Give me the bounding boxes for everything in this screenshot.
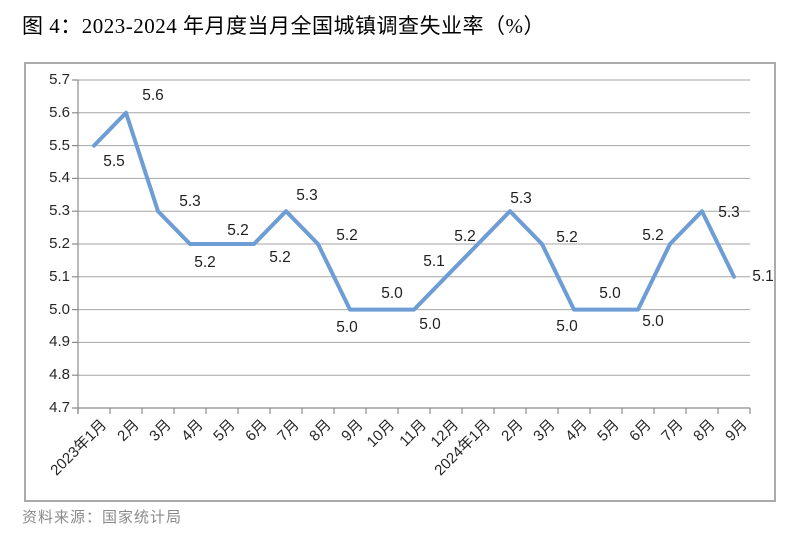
data-label: 5.3	[510, 190, 532, 208]
data-label: 5.1	[752, 267, 774, 285]
y-axis-label: 4.8	[49, 366, 70, 384]
data-label: 5.3	[718, 204, 740, 222]
y-axis-label: 4.7	[49, 399, 70, 416]
data-label: 5.0	[381, 284, 403, 302]
data-label: 5.2	[642, 227, 664, 244]
y-axis-label: 5.2	[49, 235, 70, 252]
data-label: 5.3	[179, 193, 201, 211]
data-label: 5.0	[336, 318, 358, 336]
data-label: 5.2	[454, 228, 476, 245]
y-axis-label: 5.4	[49, 169, 70, 187]
y-axis-label: 4.9	[49, 333, 70, 351]
chart-frame: 5.7 5.6 5.5 5.4 5.3 5.2 5.1 5.0 4.9 4.8 4.7 2023年1月…	[24, 62, 776, 502]
data-label: 5.3	[296, 187, 318, 205]
data-label: 5.2	[336, 227, 358, 244]
data-label: 5.2	[194, 254, 216, 271]
line-chart-plot	[72, 79, 751, 414]
data-label: 5.0	[599, 284, 621, 302]
data-label: 5.6	[142, 86, 164, 104]
data-label: 5.2	[227, 222, 249, 239]
data-label: 5.1	[423, 252, 445, 270]
series-line-unemployment-rate	[92, 110, 736, 312]
y-axis-label: 5.6	[49, 103, 70, 121]
y-axis-label: 5.7	[49, 71, 70, 88]
data-label: 5.5	[103, 152, 125, 170]
data-label: 5.0	[556, 317, 578, 335]
data-label: 5.2	[556, 229, 578, 246]
y-axis-label: 5.0	[49, 300, 70, 318]
y-axis-label: 5.3	[49, 202, 70, 220]
y-axis-label: 5.5	[49, 136, 70, 154]
y-axis-label: 5.1	[49, 267, 70, 285]
chart-title: 图 4：2023-2024 年月度当月全国城镇调查失业率（%）	[22, 14, 545, 38]
data-label: 5.2	[269, 249, 291, 266]
data-label: 5.0	[419, 315, 441, 333]
source-note: 资料来源：国家统计局	[22, 510, 183, 526]
data-label: 5.0	[642, 312, 664, 330]
